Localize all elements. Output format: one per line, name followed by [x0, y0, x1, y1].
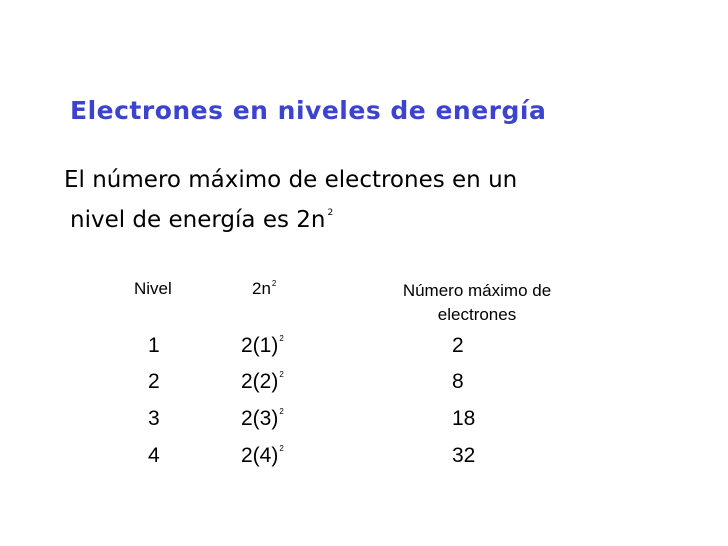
header-formula-exponent: 2 [271, 279, 277, 288]
table-row: 4 2(4)2 32 [120, 444, 590, 476]
cell-nivel: 2 [148, 370, 160, 393]
body-line-2-text: nivel de energía es 2n [70, 207, 326, 233]
cell-expression: 2(4)2 [241, 444, 284, 468]
header-nivel: Nivel [134, 279, 172, 298]
cell-nivel: 4 [148, 444, 160, 467]
cell-nivel: 1 [148, 334, 160, 357]
cell-expression-base: 2(1) [241, 334, 279, 357]
cell-max: 2 [452, 334, 464, 357]
cell-expression-base: 2(3) [241, 407, 279, 430]
cell-expression-exponent: 2 [279, 370, 284, 379]
electron-table: Nivel 2n2 Número máximo de electrones 1 … [120, 276, 590, 486]
cell-nivel: 3 [148, 407, 160, 430]
cell-expression: 2(2)2 [241, 370, 284, 394]
cell-expression-base: 2(2) [241, 370, 279, 393]
table-row: 1 2(1)2 2 [120, 334, 590, 366]
body-line-2: nivel de energía es 2n 2 [70, 207, 333, 233]
cell-expression: 2(3)2 [241, 407, 284, 431]
body-line-2-exponent: 2 [327, 208, 334, 218]
cell-expression-exponent: 2 [279, 334, 284, 343]
cell-expression: 2(1)2 [241, 334, 284, 358]
slide-title: Electrones en niveles de energía [70, 96, 547, 125]
header-max-electrons: Número máximo de electrones [402, 281, 552, 324]
cell-expression-exponent: 2 [279, 407, 284, 416]
header-formula: 2n2 [252, 279, 276, 299]
body-line-1: El número máximo de electrones en un [64, 167, 518, 193]
table-row: 2 2(2)2 8 [120, 370, 590, 402]
table-row: 3 2(3)2 18 [120, 407, 590, 439]
header-formula-base: 2n [252, 279, 271, 298]
cell-max: 8 [452, 370, 464, 393]
cell-max: 32 [452, 444, 476, 467]
cell-max: 18 [452, 407, 476, 430]
cell-expression-exponent: 2 [279, 444, 284, 453]
cell-expression-base: 2(4) [241, 444, 279, 467]
